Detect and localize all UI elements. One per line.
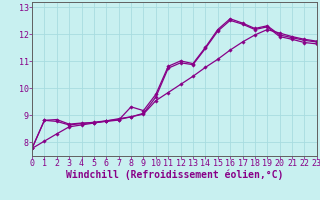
X-axis label: Windchill (Refroidissement éolien,°C): Windchill (Refroidissement éolien,°C) (66, 170, 283, 180)
